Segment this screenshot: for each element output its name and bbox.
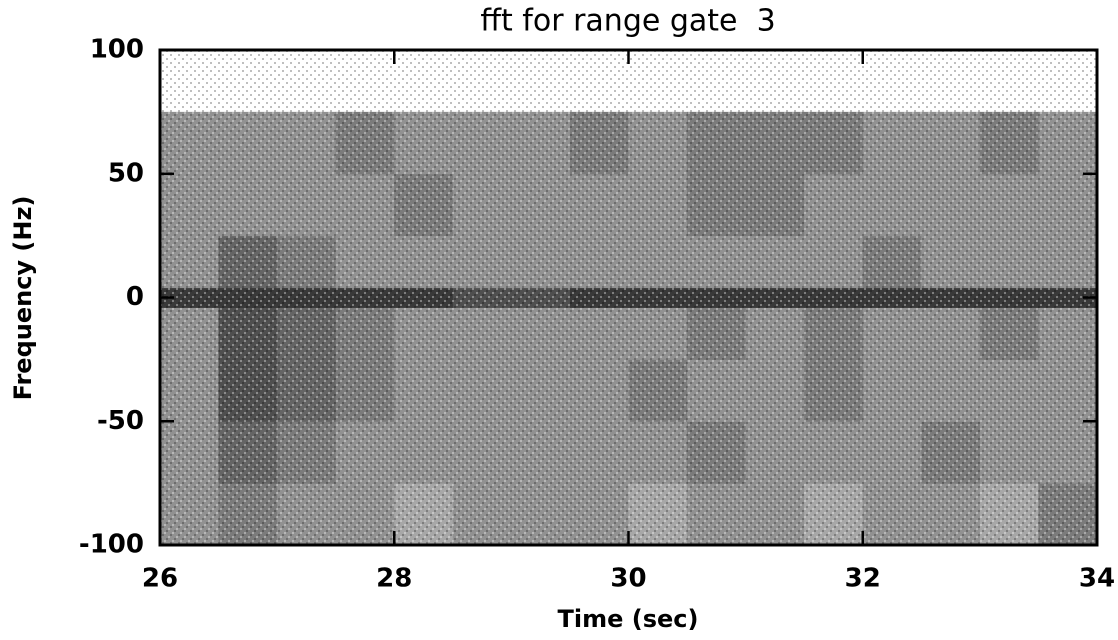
x-tick-label: 30 xyxy=(610,564,646,594)
y-tick-label: -100 xyxy=(79,530,144,560)
y-tick-label: 50 xyxy=(108,158,144,188)
x-tick-label: 32 xyxy=(845,564,881,594)
y-axis-label: Frequency (Hz) xyxy=(9,196,37,401)
chart-title: fft for range gate 3 xyxy=(480,4,775,39)
texture xyxy=(160,50,1097,545)
x-tick-label: 28 xyxy=(376,564,412,594)
y-tick-label: 0 xyxy=(126,282,144,312)
x-tick-label: 26 xyxy=(142,564,178,594)
y-tick-label: 100 xyxy=(90,35,144,65)
y-tick-label: -50 xyxy=(97,406,144,436)
x-tick-label: 34 xyxy=(1079,564,1115,594)
x-axis-label: Time (sec) xyxy=(558,605,699,633)
